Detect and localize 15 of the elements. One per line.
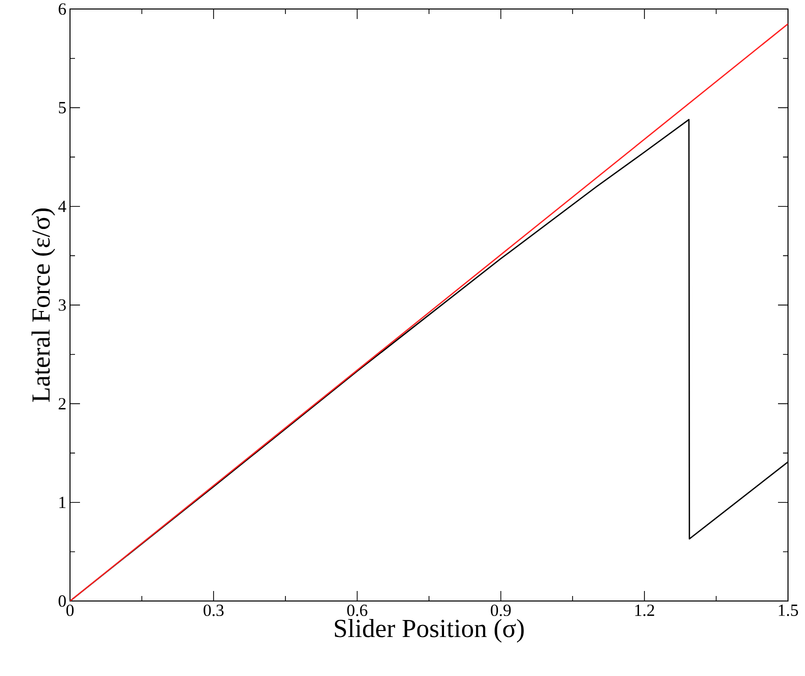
y-tick-label: 2: [58, 398, 66, 410]
x-tick-label: 1.5: [778, 604, 798, 616]
y-tick-label: 1: [59, 496, 66, 508]
x-axis-title: Slider Position (σ): [334, 618, 524, 643]
x-tick-label: 0.6: [347, 604, 368, 616]
y-tick-label: 0: [58, 595, 66, 607]
y-tick-label: 5: [58, 102, 66, 114]
x-tick-label: 0: [66, 604, 74, 616]
x-tick-label: 1.2: [635, 604, 654, 616]
y-tick-label: 4: [58, 200, 66, 212]
x-tick-label: 0.9: [490, 604, 511, 616]
x-tick-label: 0.3: [204, 604, 224, 616]
y-tick-label: 3: [58, 299, 66, 311]
y-axis-title: Lateral Force (ε/σ): [32, 208, 56, 402]
y-tick-label: 6: [58, 3, 66, 15]
